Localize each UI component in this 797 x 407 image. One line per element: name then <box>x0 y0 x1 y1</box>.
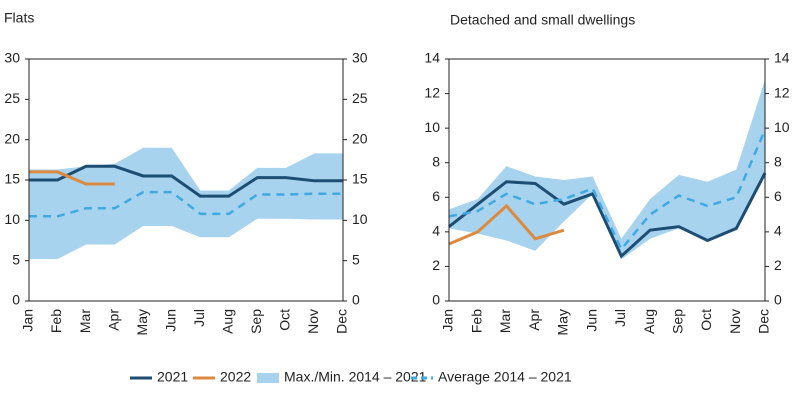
x-tick-label: Sep <box>670 309 686 334</box>
series-line <box>29 190 343 218</box>
y2-tick-label: 6 <box>774 188 782 204</box>
x-tick-label: Nov <box>727 309 743 334</box>
x-tick-label: Jun <box>583 309 599 332</box>
chart-title: Detached and small dwellings <box>450 12 635 28</box>
y2-tick-label: 8 <box>774 153 782 169</box>
y2-tick-label: 30 <box>352 50 368 66</box>
x-tick-label: Sep <box>248 309 264 334</box>
y-tick-label: 30 <box>4 50 20 66</box>
legend-label: 2022 <box>220 369 251 385</box>
x-tick-label: Apr <box>105 309 121 331</box>
x-tick-label: Dec <box>756 309 772 334</box>
x-tick-label: Aug <box>641 309 657 334</box>
series-line <box>29 164 343 198</box>
y-tick-label: 10 <box>4 211 20 227</box>
legend-swatch <box>257 373 279 383</box>
legend-label: 2021 <box>157 369 188 385</box>
legend-label: Max./Min. 2014 – 2021 <box>284 369 427 385</box>
x-tick-label: Feb <box>48 309 64 333</box>
y2-tick-label: 20 <box>352 130 368 146</box>
x-tick-label: Jul <box>191 309 207 327</box>
plot-frame <box>448 58 766 302</box>
x-tick-label: Jul <box>612 309 628 327</box>
x-tick-label: Jan <box>440 309 456 332</box>
x-tick-label: Jun <box>162 309 178 332</box>
x-tick-label: Apr <box>526 309 542 331</box>
y-tick-label: 15 <box>4 171 20 187</box>
x-tick-label: May <box>555 309 571 335</box>
x-tick-label: Aug <box>220 309 236 334</box>
x-tick-label: Dec <box>334 309 350 334</box>
y2-tick-label: 10 <box>352 211 368 227</box>
x-tick-label: Nov <box>305 309 321 334</box>
y-tick-label: 10 <box>424 119 440 135</box>
y-tick-label: 12 <box>424 84 440 100</box>
y2-tick-label: 10 <box>774 119 790 135</box>
y2-tick-label: 0 <box>352 292 360 308</box>
y-tick-label: 4 <box>432 223 440 239</box>
y2-tick-label: 12 <box>774 84 790 100</box>
band <box>29 147 343 260</box>
series-line <box>448 203 565 246</box>
y2-tick-label: 15 <box>352 171 368 187</box>
legend-label: Average 2014 – 2021 <box>438 369 572 385</box>
x-tick-label: Jan <box>20 309 36 332</box>
y-tick-label: 0 <box>432 292 440 308</box>
y2-tick-label: 0 <box>774 292 782 308</box>
y2-tick-label: 14 <box>774 50 790 66</box>
y-tick-label: 0 <box>12 292 20 308</box>
plot-frame <box>28 58 344 302</box>
y2-tick-label: 2 <box>774 257 782 273</box>
series-line <box>29 170 115 186</box>
chart-title: Flats <box>4 10 34 26</box>
x-tick-label: Oct <box>277 309 293 331</box>
y-tick-label: 2 <box>432 257 440 273</box>
y-tick-label: 20 <box>4 130 20 146</box>
y-tick-label: 25 <box>4 90 20 106</box>
y2-tick-label: 4 <box>774 223 782 239</box>
y-tick-label: 6 <box>432 188 440 204</box>
x-tick-label: Feb <box>468 309 484 333</box>
y-tick-label: 5 <box>12 251 20 267</box>
y2-tick-label: 25 <box>352 90 368 106</box>
y-tick-label: 8 <box>432 153 440 169</box>
x-tick-label: May <box>134 309 150 335</box>
y2-tick-label: 5 <box>352 251 360 267</box>
band <box>449 79 765 260</box>
series-line <box>448 172 767 259</box>
x-tick-label: Mar <box>77 309 93 333</box>
x-tick-label: Oct <box>698 309 714 331</box>
series-line <box>448 129 767 252</box>
x-tick-label: Mar <box>497 309 513 333</box>
y-tick-label: 14 <box>424 50 440 66</box>
